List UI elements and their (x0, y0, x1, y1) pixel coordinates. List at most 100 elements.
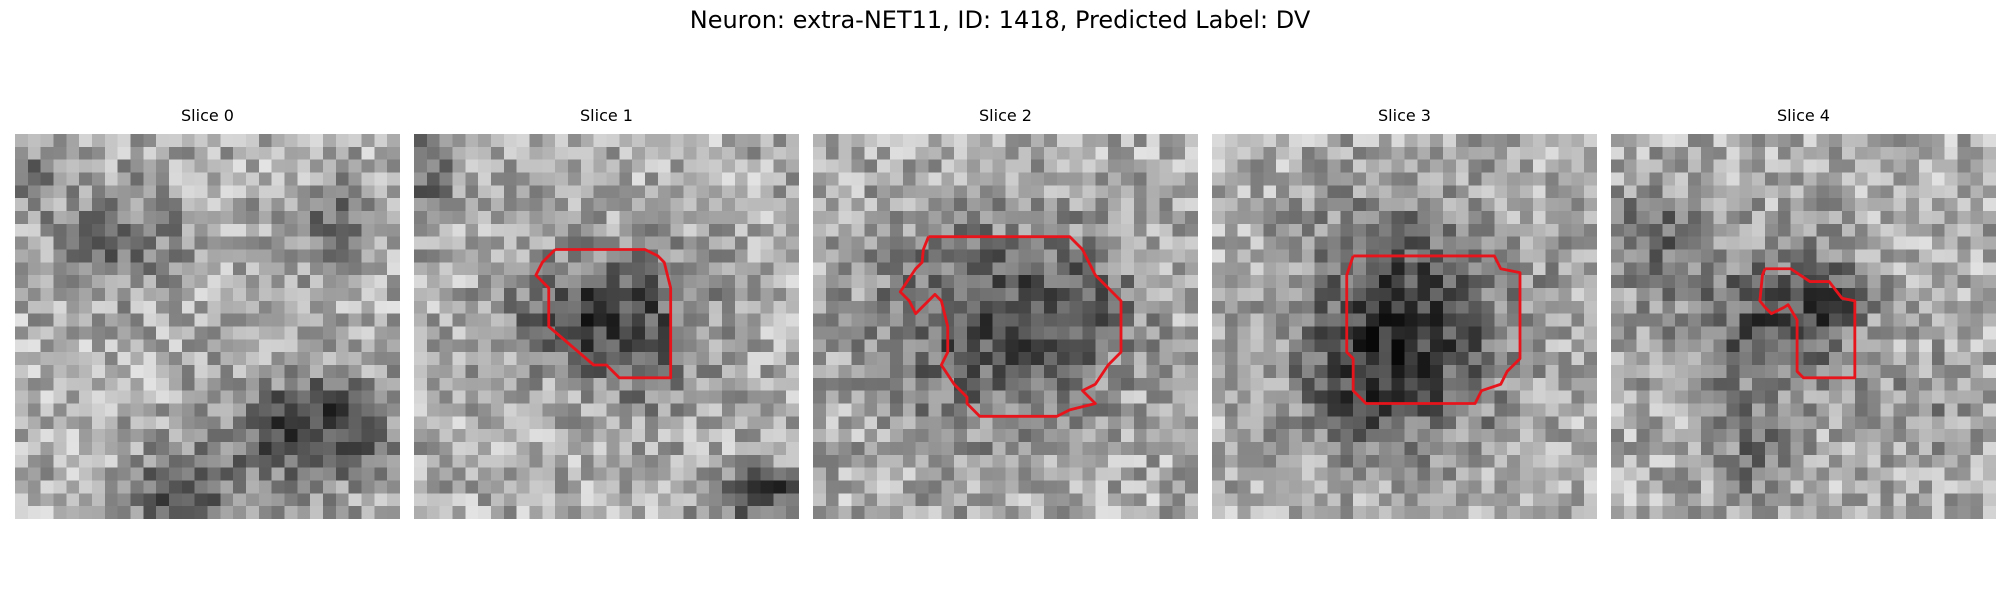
pixel-cell (1752, 236, 1766, 250)
pixel-cell (555, 236, 569, 250)
pixel-cell (1430, 313, 1444, 327)
pixel-cell (657, 403, 671, 417)
pixel-cell (1172, 454, 1186, 468)
pixel-cell (361, 339, 375, 353)
pixel-cell (1443, 275, 1457, 289)
pixel-cell (1532, 365, 1546, 379)
pixel-cell (568, 326, 582, 340)
pixel-cell (1893, 352, 1907, 366)
pixel-cell (1263, 236, 1277, 250)
pixel-cell (1765, 288, 1779, 302)
pixel-cell (1353, 172, 1367, 186)
pixel-cell (773, 313, 787, 327)
pixel-cell (1250, 172, 1264, 186)
pixel-cell (1404, 416, 1418, 430)
pixel-cell (1044, 172, 1058, 186)
pixel-cell (439, 480, 453, 494)
pixel-cell (1443, 198, 1457, 212)
pixel-cell (1224, 339, 1238, 353)
pixel-cell (27, 185, 41, 199)
pixel-cell (1842, 326, 1856, 340)
pixel-cell (979, 313, 993, 327)
pixel-cell (1185, 313, 1198, 327)
pixel-cell (1121, 480, 1135, 494)
pixel-cell (825, 146, 839, 160)
pixel-cell (66, 467, 80, 481)
pixel-cell (374, 467, 388, 481)
pixel-cell (1970, 236, 1984, 250)
pixel-cell (838, 275, 852, 289)
pixel-cell (452, 300, 466, 314)
pixel-cell (1662, 211, 1676, 225)
pixel-cell (1417, 377, 1431, 391)
pixel-cell (1056, 275, 1070, 289)
pixel-cell (323, 159, 337, 173)
pixel-cell (1391, 288, 1405, 302)
pixel-cell (709, 300, 723, 314)
pixel-cell (786, 236, 799, 250)
pixel-cell (1713, 300, 1727, 314)
pixel-cell (1700, 352, 1714, 366)
pixel-cell (1867, 403, 1881, 417)
pixel-cell (1443, 211, 1457, 225)
pixel-cell (1584, 236, 1597, 250)
pixel-cell (1675, 211, 1689, 225)
pixel-cell (194, 339, 208, 353)
pixel-cell (1133, 454, 1147, 468)
pixel-cell (1301, 236, 1315, 250)
pixel-cell (465, 262, 479, 276)
pixel-cell (1520, 365, 1534, 379)
pixel-cell (657, 352, 671, 366)
pixel-cell (1069, 326, 1083, 340)
pixel-cell (928, 442, 942, 456)
pixel-cell (1301, 480, 1315, 494)
pixel-cell (1842, 390, 1856, 404)
pixel-cell (1957, 262, 1971, 276)
pixel-cell (143, 377, 157, 391)
pixel-cell (722, 313, 736, 327)
pixel-cell (374, 146, 388, 160)
pixel-cell (66, 480, 80, 494)
pixel-cell (1777, 172, 1791, 186)
pixel-cell (1636, 467, 1650, 481)
pixel-cell (786, 365, 799, 379)
pixel-cell (1481, 300, 1495, 314)
pixel-cell (1056, 300, 1070, 314)
pixel-cell (92, 198, 106, 212)
pixel-cell (1289, 159, 1303, 173)
pixel-cell (915, 159, 929, 173)
pixel-cell (773, 454, 787, 468)
pixel-cell (1803, 454, 1817, 468)
pixel-cell (361, 429, 375, 443)
pixel-cell (529, 326, 543, 340)
pixel-cell (1571, 313, 1585, 327)
pixel-cell (529, 146, 543, 160)
pixel-cell (40, 146, 54, 160)
pixel-cell (27, 262, 41, 276)
pixel-cell (1146, 313, 1160, 327)
pixel-cell (233, 236, 247, 250)
pixel-cell (1931, 429, 1945, 443)
pixel-cell (246, 223, 260, 237)
pixel-cell (104, 352, 118, 366)
pixel-cell (709, 339, 723, 353)
pixel-cell (1520, 275, 1534, 289)
pixel-cell (890, 493, 904, 507)
pixel-cell (194, 134, 208, 148)
pixel-cell (1636, 442, 1650, 456)
pixel-cell (1688, 134, 1702, 148)
pixel-cell (1571, 352, 1585, 366)
pixel-cell (1970, 262, 1984, 276)
pixel-cell (207, 365, 221, 379)
pixel-cell (297, 288, 311, 302)
pixel-cell (941, 211, 955, 225)
pixel-cell (491, 211, 505, 225)
pixel-cell (40, 185, 54, 199)
pixel-cell (387, 275, 400, 289)
pixel-cell (1468, 236, 1482, 250)
pixel-cell (1790, 493, 1804, 507)
pixel-cell (1584, 146, 1597, 160)
pixel-cell (1880, 454, 1894, 468)
pixel-cell (220, 198, 234, 212)
pixel-cell (1611, 275, 1625, 289)
